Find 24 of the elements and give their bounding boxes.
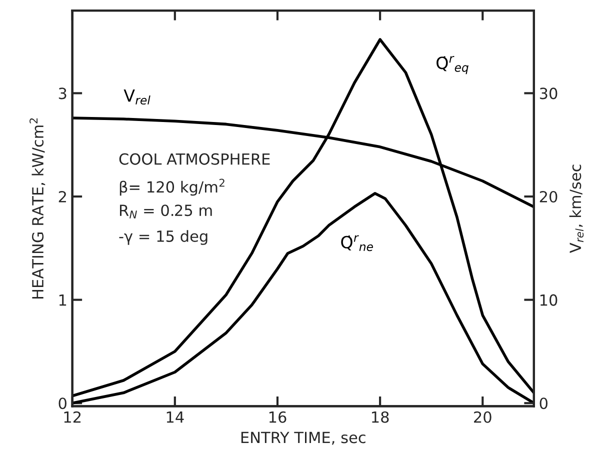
x-tick-label: 18 [372,411,389,423]
y2-tick-label: 30 [540,88,558,100]
annotation: -γ = 15 deg [119,230,208,245]
x-axis-title: ENTRY TIME, sec [241,432,366,445]
x-tick-label: 16 [269,411,286,423]
y-tick-label: 0 [58,398,66,410]
x-tick-label: 12 [64,411,81,423]
line-series [72,38,534,398]
y2-axis-title: V$_{rel}$, km/sec [569,164,584,253]
x-tick-label: 20 [474,411,492,423]
y2-tick-label: 20 [540,190,558,203]
annotation: COOL ATMOSPHERE [119,153,270,165]
y-tick-label: 3 [58,88,66,100]
x-tick-label: 14 [166,412,184,423]
annotation: β= 120 kg/m$^{2}$ [120,178,224,196]
y-tick-label: 2 [58,190,66,202]
y-tick-label: 1 [59,294,66,306]
y2-tick-label: 10 [540,294,558,306]
series-label: V$_{rel}$ [124,90,150,105]
series-label: Q̇$^{r}$$_{ne}$ [341,235,373,252]
series-label: Q̇$^{r}$$_{eq}$ [436,56,468,74]
y-axis-title: HEATING RATE, kW/cm$^{2}$ [30,118,46,298]
y2-tick-label: 0 [540,398,548,410]
annotation: R$_{N}$ = 0.25 m [120,204,212,218]
